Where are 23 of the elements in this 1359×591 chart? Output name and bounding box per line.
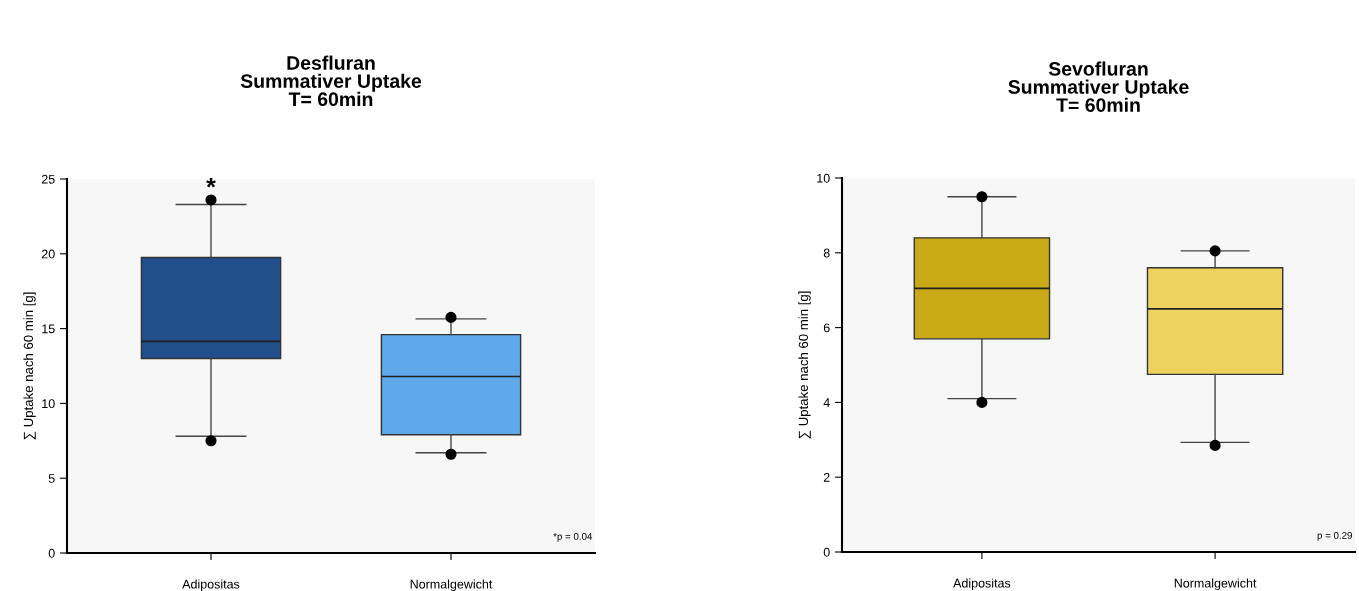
y-tick-label: 25 [41, 174, 55, 184]
y-axis-title: ∑ Uptake nach 60 min [g] [798, 291, 811, 439]
y-tick-label: 0 [48, 548, 55, 558]
y-tick-label: 10 [42, 399, 55, 409]
y-tick-label: 2 [823, 473, 830, 482]
annotation: * [206, 178, 216, 188]
y-tick-label: 0 [823, 547, 830, 557]
y-tick-label: 6 [823, 323, 830, 333]
y-tick-label: 4 [823, 398, 830, 407]
y-tick-label: 15 [42, 324, 55, 334]
x-tick-label: Adipositas [182, 579, 240, 591]
y-tick-label: 10 [817, 173, 830, 183]
y-tick-label: 20 [41, 249, 55, 259]
annotation: p = 0.29 [1317, 531, 1352, 541]
annotation: *p = 0.04 [553, 532, 593, 542]
chart-title: Desfluran Summativer Uptake T= 60min [240, 55, 422, 107]
y-tick-label: 5 [48, 474, 55, 483]
x-tick-label: Adipositas [953, 578, 1011, 591]
x-tick-label: Normalgewicht [410, 579, 493, 591]
x-tick-label: Normalgewicht [1174, 578, 1257, 591]
y-axis-title: ∑ Uptake nach 60 min [g] [23, 292, 36, 440]
y-tick-label: 8 [823, 248, 830, 258]
chart-title: Sevofluran Summativer Uptake T= 60min [1008, 61, 1189, 112]
